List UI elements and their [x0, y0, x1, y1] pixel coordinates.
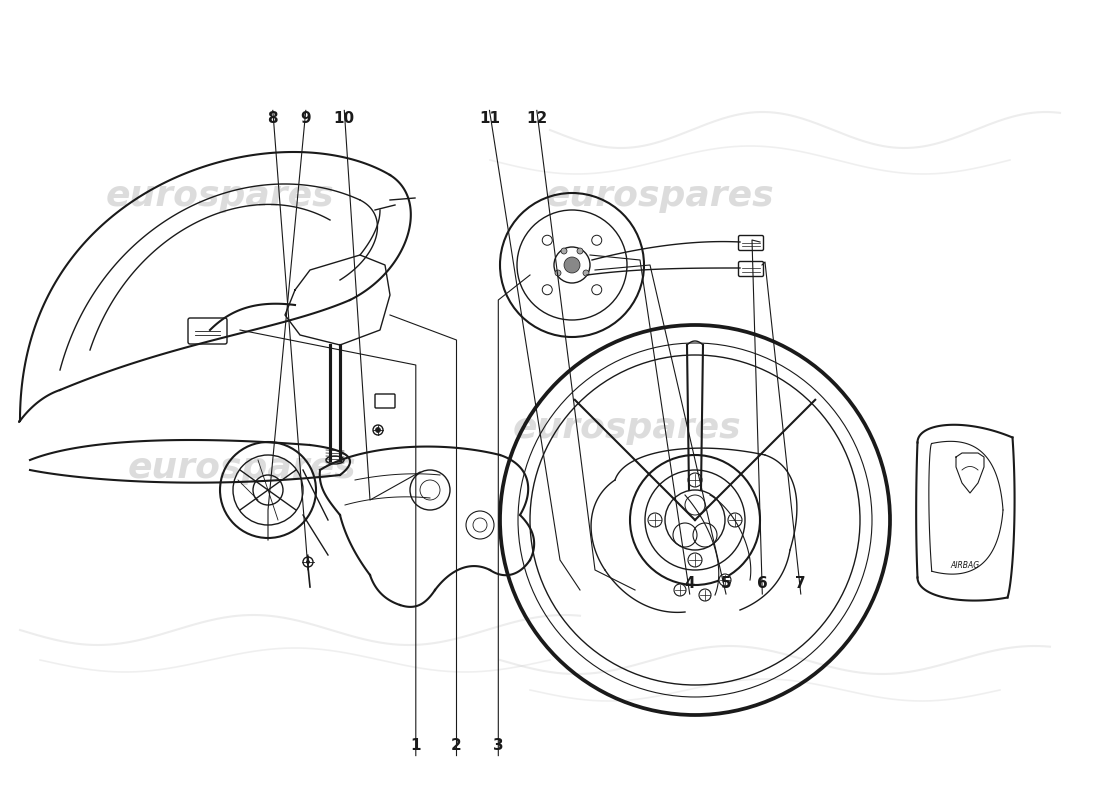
- Circle shape: [698, 589, 711, 601]
- Circle shape: [306, 560, 310, 564]
- Text: 2: 2: [451, 738, 462, 753]
- Circle shape: [583, 270, 588, 276]
- Text: 11: 11: [478, 111, 500, 126]
- Circle shape: [648, 513, 662, 527]
- Text: eurospares: eurospares: [128, 451, 356, 485]
- Text: 10: 10: [333, 111, 355, 126]
- Text: 8: 8: [267, 111, 278, 126]
- Text: 3: 3: [493, 738, 504, 753]
- Text: 4: 4: [684, 577, 695, 591]
- Circle shape: [561, 248, 566, 254]
- Circle shape: [592, 285, 602, 294]
- Circle shape: [728, 513, 743, 527]
- Circle shape: [592, 235, 602, 246]
- Circle shape: [578, 248, 583, 254]
- Text: 7: 7: [795, 577, 806, 591]
- Text: eurospares: eurospares: [546, 179, 774, 213]
- Circle shape: [674, 584, 686, 596]
- Circle shape: [688, 553, 702, 567]
- Circle shape: [542, 285, 552, 294]
- Circle shape: [688, 473, 702, 487]
- Circle shape: [564, 257, 580, 273]
- Text: 5: 5: [720, 577, 732, 591]
- Text: eurospares: eurospares: [513, 411, 741, 445]
- Circle shape: [556, 270, 561, 276]
- Circle shape: [719, 574, 732, 586]
- Text: AIRBAG: AIRBAG: [950, 561, 980, 570]
- Text: 6: 6: [757, 577, 768, 591]
- Text: 12: 12: [526, 111, 548, 126]
- Circle shape: [375, 427, 381, 433]
- Text: 1: 1: [410, 738, 421, 753]
- Text: eurospares: eurospares: [106, 179, 334, 213]
- Circle shape: [542, 235, 552, 246]
- Text: 9: 9: [300, 111, 311, 126]
